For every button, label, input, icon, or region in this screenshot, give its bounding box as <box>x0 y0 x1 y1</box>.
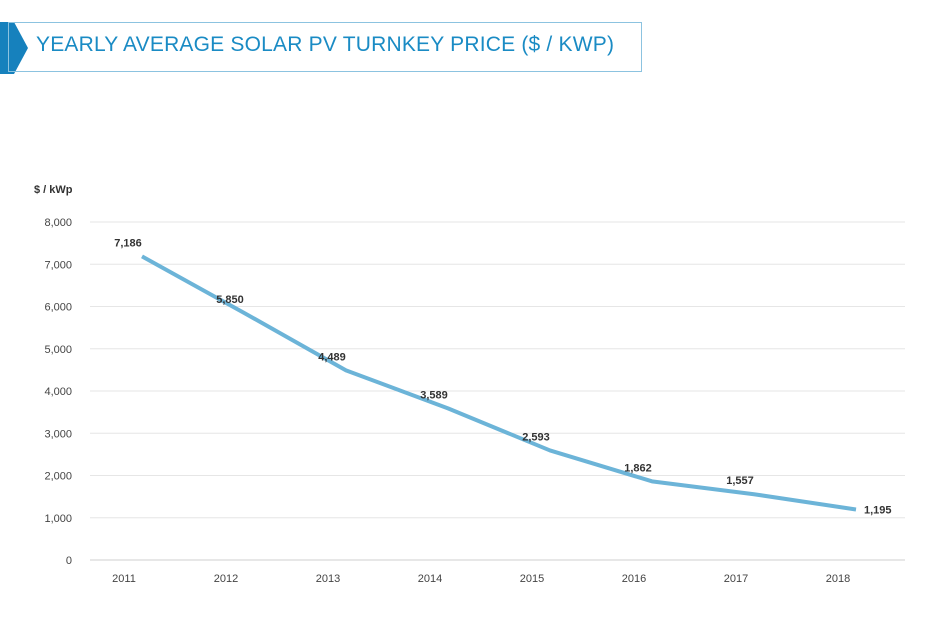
data-label: 4,489 <box>318 351 346 363</box>
title-box <box>8 22 642 72</box>
title-chevron-icon <box>0 22 28 74</box>
data-label: 7,186 <box>114 237 142 249</box>
y-tick-label: 3,000 <box>44 428 72 440</box>
data-label: 2,593 <box>522 431 550 443</box>
x-tick-label: 2016 <box>622 573 646 585</box>
y-axis-label: $ / kWp <box>34 184 73 196</box>
x-tick-label: 2015 <box>520 573 544 585</box>
y-tick-label: 2,000 <box>44 471 72 483</box>
data-label: 5,850 <box>216 294 244 306</box>
x-tick-label: 2012 <box>214 573 238 585</box>
series-line <box>141 254 857 512</box>
data-label: 3,589 <box>420 389 448 401</box>
chart-title: YEARLY AVERAGE SOLAR PV TURNKEY PRICE ($… <box>36 33 615 56</box>
x-tick-label: 2017 <box>724 573 748 585</box>
y-tick-label: 8,000 <box>44 217 72 229</box>
x-tick-label: 2014 <box>418 573 442 585</box>
data-label: 1,557 <box>726 475 754 487</box>
y-tick-label: 6,000 <box>44 302 72 314</box>
x-tick-label: 2013 <box>316 573 340 585</box>
x-tick-label: 2011 <box>112 573 136 585</box>
y-tick-label: 7,000 <box>44 259 72 271</box>
y-tick-label: 5,000 <box>44 344 72 356</box>
data-label: 1,195 <box>864 505 892 517</box>
y-tick-label: 4,000 <box>44 386 72 398</box>
data-label: 1,862 <box>624 462 652 474</box>
y-tick-label: 0 <box>66 555 72 567</box>
y-tick-label: 1,000 <box>44 513 72 525</box>
x-tick-label: 2018 <box>826 573 850 585</box>
